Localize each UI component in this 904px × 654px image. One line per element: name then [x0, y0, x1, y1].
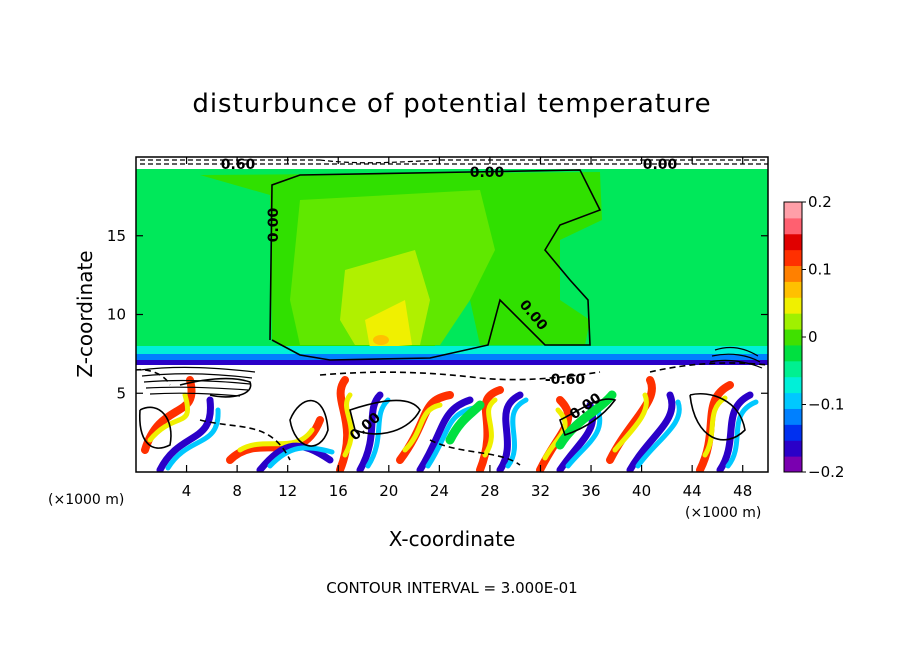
colorbar-swatch — [784, 456, 802, 473]
colorbar-swatch — [784, 297, 802, 314]
contour-lower-c — [349, 399, 421, 435]
contour-lower-e — [139, 406, 172, 449]
x-unit-left: (×1000 m) — [48, 492, 124, 508]
x-tick-label: 12 — [278, 482, 297, 500]
colorbar-tick-label: 0 — [808, 328, 818, 346]
y-tick-label: 10 — [107, 306, 126, 324]
contour-lower-b — [289, 399, 329, 447]
colorbar-swatch — [784, 265, 802, 282]
contour-lower-g — [136, 362, 768, 386]
colorbar-swatch — [784, 202, 802, 219]
warm-dot — [373, 335, 389, 345]
x-tick-label: 48 — [733, 482, 752, 500]
colorbar-swatch — [784, 392, 802, 409]
y-axis: 5 10 15 — [107, 227, 768, 402]
colorbar-swatch — [784, 249, 802, 267]
colorbar-swatch — [784, 313, 802, 330]
x-tick-label: 16 — [329, 482, 348, 500]
x-tick-label: 40 — [632, 482, 651, 500]
colorbar-swatch — [784, 424, 802, 441]
colorbar-tick-label: −0.1 — [808, 396, 844, 414]
contour-zero-upper — [269, 169, 602, 361]
x-tick-label: 36 — [581, 482, 600, 500]
y-axis-label: Z-coordinate — [73, 250, 97, 377]
colorbar-swatch — [784, 360, 802, 378]
cold-band-cyan — [136, 346, 768, 354]
cold-band-dark — [136, 360, 768, 365]
y-tick-label: 5 — [116, 384, 126, 402]
colorbar-tick-label: 0.2 — [808, 193, 832, 211]
y-tick-label: 15 — [107, 227, 126, 245]
contour-label: 0.60 — [221, 157, 256, 173]
x-tick-label: 24 — [430, 482, 449, 500]
cluster-left — [139, 366, 256, 397]
colorbar-swatch — [784, 233, 802, 251]
filament-cyan — [165, 397, 759, 471]
colorbar-swatch — [784, 281, 802, 298]
filament-blue — [156, 391, 754, 472]
contour-label: 0.00 — [643, 157, 678, 173]
contour-lines — [136, 169, 768, 466]
cold-band-blue — [136, 354, 768, 360]
x-tick-label: 32 — [531, 482, 550, 500]
contour-lower-h — [319, 371, 601, 381]
contour-label: -0.60 — [545, 372, 586, 388]
x-tick-label: 20 — [379, 482, 398, 500]
colorbar-swatch — [784, 376, 802, 394]
x-tick-label: 4 — [182, 482, 192, 500]
colorbar-swatch — [784, 344, 802, 362]
x-tick-label: 28 — [480, 482, 499, 500]
colorbar-swatch — [784, 329, 802, 346]
contour-interval-note: CONTOUR INTERVAL = 3.000E-01 — [326, 579, 577, 597]
x-axis-label: X-coordinate — [389, 527, 516, 551]
x-unit-right: (×1000 m) — [685, 505, 761, 521]
contour-clusters — [139, 159, 768, 397]
x-tick-label: 8 — [232, 482, 242, 500]
colorbar-swatch — [784, 408, 802, 425]
contour-lower-d — [559, 398, 617, 437]
cluster-right — [709, 346, 763, 369]
colorbar: 0.2 0.1 0 −0.1 −0.2 — [783, 193, 844, 481]
colorbar-swatch — [784, 440, 802, 457]
plot-area: 0.00 0.00 0.00 0.00 -0.60 0.60 0.00 0.00 — [136, 157, 768, 472]
colorbar-tick-label: 0.1 — [808, 261, 832, 279]
contour-lower-f — [689, 393, 746, 441]
chart-title: disturbunce of potential temperature — [192, 89, 711, 119]
colorbar-tick-label: −0.2 — [808, 463, 844, 481]
x-axis: 4 8 12 16 20 24 28 32 36 40 44 48 — [182, 157, 752, 500]
contour-label: 0.00 — [470, 165, 505, 181]
lower-layer-filaments — [141, 376, 759, 472]
contour-lower-i — [199, 419, 521, 466]
colorbar-swatch — [784, 217, 802, 235]
contour-label: 0.00 — [266, 207, 282, 242]
x-tick-label: 44 — [683, 482, 702, 500]
cluster-top — [140, 159, 768, 165]
